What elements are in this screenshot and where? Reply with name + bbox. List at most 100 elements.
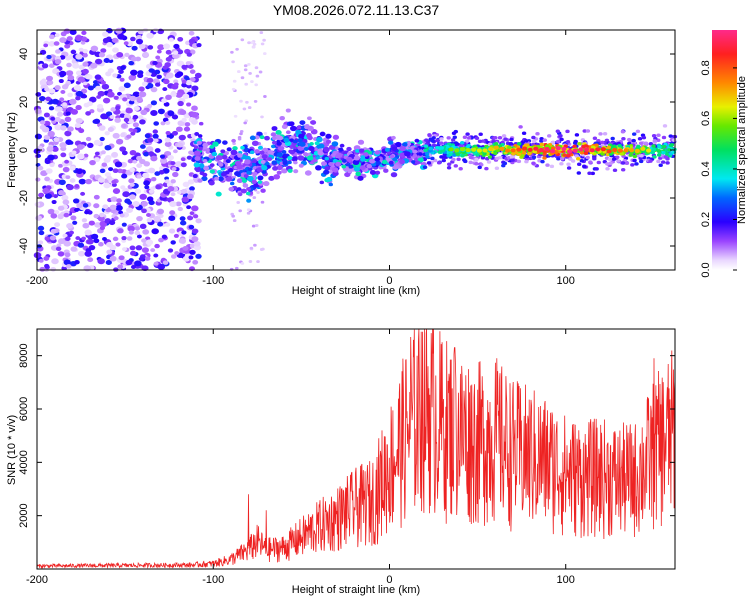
spectrogram-cell: [66, 184, 74, 191]
spectrogram-cell: [232, 79, 237, 83]
spectrogram-cell: [173, 233, 179, 238]
spectrogram-cell: [197, 146, 203, 151]
y-tick-label: 20: [18, 96, 30, 108]
spectrogram-cell: [341, 158, 347, 163]
spectrogram-cell: [346, 156, 353, 162]
spectrogram-cell: [267, 150, 274, 155]
spectrogram-cell: [261, 154, 268, 159]
spectrogram-cell: [502, 161, 508, 166]
spectrogram-cell: [175, 201, 182, 207]
spectrogram-cell: [119, 213, 125, 218]
spectrogram-cell: [150, 110, 158, 116]
spectrogram-cell: [466, 143, 471, 148]
spectrogram-cell: [471, 147, 477, 152]
spectrogram-cell: [114, 117, 121, 123]
spectrogram-cell: [237, 137, 242, 141]
spectrogram-cell: [67, 75, 75, 81]
spectrogram-cell: [250, 80, 254, 84]
spectrogram-cell: [166, 72, 174, 79]
spectrogram-cell: [282, 160, 288, 165]
spectrogram-cell: [75, 70, 82, 76]
spectrogram-cell: [126, 236, 133, 241]
spectrogram-cell: [253, 99, 258, 103]
spectrogram-cell: [600, 140, 605, 145]
spectrogram-cell: [636, 144, 641, 149]
spectrogram-cell: [648, 142, 654, 146]
spectrogram-cell: [423, 148, 428, 153]
spectrogram-cell: [76, 202, 83, 209]
spectrogram-cell: [656, 133, 661, 138]
spectrogram-cell: [127, 158, 134, 164]
spectrogram-cell: [137, 115, 144, 120]
spectrogram-cell: [154, 171, 161, 176]
spectrogram-cell: [395, 141, 402, 148]
spectrogram-cell: [51, 146, 59, 152]
spectrogram-cell: [630, 163, 635, 167]
spectrogram-cell: [362, 152, 369, 157]
spectrogram-cell: [165, 49, 172, 55]
spectrogram-cell: [323, 169, 330, 175]
spectrogram-cell: [540, 159, 545, 164]
spectrogram-cell: [452, 153, 457, 157]
spectrogram-cell: [143, 151, 149, 157]
spectrogram-y-axis-label: Frequency (Hz): [6, 112, 18, 188]
spectrogram-cell: [154, 148, 161, 153]
spectrogram-cell: [172, 50, 179, 55]
spectrogram-cell: [190, 111, 199, 118]
spectrogram-cell: [105, 154, 112, 161]
spectrogram-cell: [656, 153, 662, 157]
spectrogram-cell: [455, 152, 460, 157]
spectrogram-cell: [180, 157, 186, 162]
spectrogram-cell: [616, 159, 621, 163]
spectrogram-cell: [75, 117, 83, 124]
spectrogram-cell: [257, 173, 262, 177]
spectrogram-cell: [339, 143, 345, 148]
spectrogram-cell: [129, 194, 136, 200]
spectrogram-cell: [527, 151, 532, 156]
x-tick-label: 100: [557, 275, 575, 287]
spectrogram-cell: [129, 182, 135, 187]
spectrogram-cell: [58, 78, 64, 84]
spectrogram-cell: [596, 138, 601, 143]
spectrogram-cell: [261, 247, 265, 251]
spectrogram-cell: [87, 85, 94, 91]
spectrogram-cell: [135, 38, 144, 45]
spectrogram-cell: [287, 168, 293, 173]
spectrogram-marks: [33, 27, 678, 272]
spectrogram-cell: [507, 145, 512, 150]
spectrogram-cell: [139, 193, 147, 200]
spectrogram-cell: [501, 134, 507, 138]
spectrogram-cell: [129, 150, 137, 156]
spectrogram-cell: [317, 148, 323, 153]
spectrogram-cell: [72, 220, 78, 225]
spectrogram-cell: [140, 44, 146, 49]
spectrogram-cell: [381, 159, 388, 165]
spectrogram-cell: [328, 162, 334, 166]
spectrogram-cell: [78, 250, 86, 257]
spectrogram-cell: [48, 63, 55, 68]
spectrogram-cell: [570, 159, 576, 163]
spectrogram-cell: [193, 240, 201, 247]
spectrogram-cell: [188, 38, 196, 44]
spectrogram-cell: [48, 34, 55, 40]
spectrogram-cell: [184, 75, 190, 81]
spectrogram-cell: [319, 131, 326, 137]
spectrogram-cell: [623, 148, 629, 153]
spectrogram-cell: [607, 157, 613, 162]
spectrogram-cell: [167, 248, 174, 253]
spectrogram-cell: [139, 223, 147, 229]
spectrogram-cell: [516, 152, 522, 156]
spectrogram-cell: [55, 49, 61, 54]
spectrogram-cell: [93, 194, 100, 200]
spectrogram-cell: [129, 245, 136, 251]
spectrogram-cell: [129, 167, 136, 173]
spectrogram-cell: [542, 138, 547, 142]
spectrogram-cell: [458, 167, 463, 171]
spectrogram-cell: [74, 184, 80, 188]
spectrogram-cell: [287, 160, 292, 165]
spectrogram-cell: [275, 129, 282, 136]
spectrogram-cell: [144, 185, 150, 190]
spectrogram-cell: [588, 160, 593, 164]
spectrogram-cell: [596, 160, 601, 165]
spectrogram-cell: [39, 266, 46, 272]
